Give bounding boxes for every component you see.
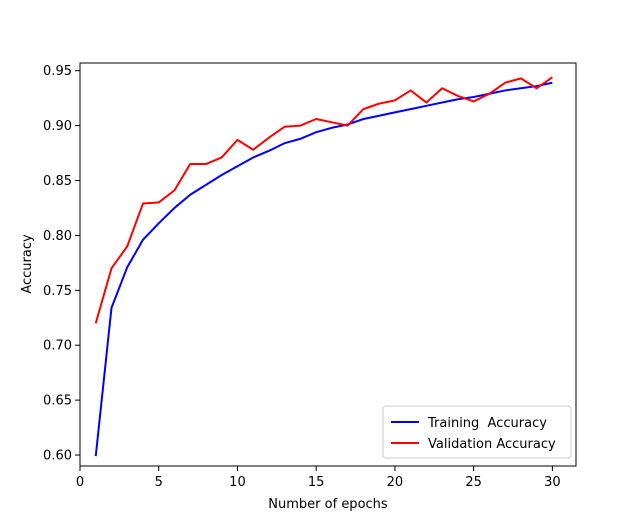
x-tick-label: 0 <box>76 475 84 490</box>
y-axis-label: Accuracy <box>20 234 35 294</box>
y-tick-label: 0.70 <box>43 339 72 354</box>
y-tick-label: 0.65 <box>43 394 72 409</box>
x-tick-label: 30 <box>544 475 561 490</box>
x-tick-label: 25 <box>465 475 482 490</box>
plot-area <box>79 62 577 467</box>
x-axis: 0 5 10 15 20 25 30 <box>76 466 561 490</box>
y-tick-label: 0.60 <box>43 449 72 464</box>
legend-label-training: Training Accuracy <box>427 416 547 431</box>
x-tick-label: 15 <box>308 475 325 490</box>
y-tick-label: 0.80 <box>43 229 72 244</box>
x-tick-label: 5 <box>155 475 163 490</box>
legend-label-validation: Validation Accuracy <box>428 437 556 452</box>
y-axis: 0.60 0.65 0.70 0.75 0.80 0.85 0.90 0.95 <box>43 64 80 464</box>
x-tick-label: 10 <box>229 475 246 490</box>
y-tick-label: 0.75 <box>43 284 72 299</box>
training-accuracy-line <box>94 81 553 457</box>
validation-accuracy-line <box>94 76 553 324</box>
x-tick-label: 20 <box>387 475 404 490</box>
series-lines <box>94 76 553 457</box>
y-tick-label: 0.85 <box>43 174 72 189</box>
y-tick-label: 0.95 <box>43 64 72 79</box>
y-tick-label: 0.90 <box>43 119 72 134</box>
x-axis-label: Number of epochs <box>268 497 388 512</box>
legend: Training Accuracy Validation Accuracy <box>382 405 572 459</box>
legend-box <box>382 405 572 459</box>
